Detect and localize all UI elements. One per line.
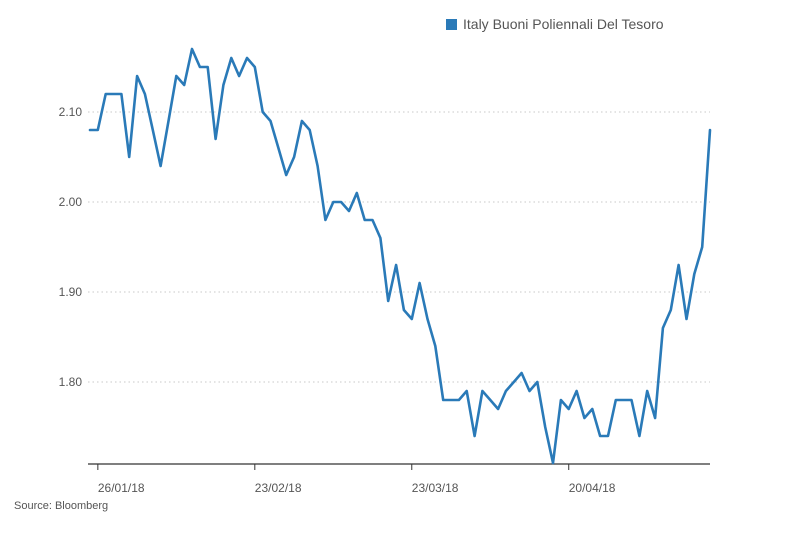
y-tick-label: 2.10 [59,105,83,119]
y-axis: 1.80 1.90 2.00 2.10 [59,105,83,389]
y-tick-label: 2.00 [59,195,83,209]
x-axis: 26/01/18 23/02/18 23/03/18 20/04/18 [88,463,710,495]
x-tick-label: 23/02/18 [255,481,302,495]
y-tick-label: 1.90 [59,285,83,299]
legend-swatch [446,18,457,30]
series-line [88,47,712,465]
series-lines [88,47,712,465]
gridlines [88,111,710,383]
y-tick-label: 1.80 [59,375,83,389]
x-tick-label: 23/03/18 [412,481,459,495]
legend-label: Italy Buoni Poliennali Del Tesoro [463,16,664,32]
source-note: Source: Bloomberg [14,500,109,512]
legend: Italy Buoni Poliennali Del Tesoro [446,16,664,32]
x-tick-label: 26/01/18 [98,481,145,495]
x-tick-label: 20/04/18 [569,481,616,495]
